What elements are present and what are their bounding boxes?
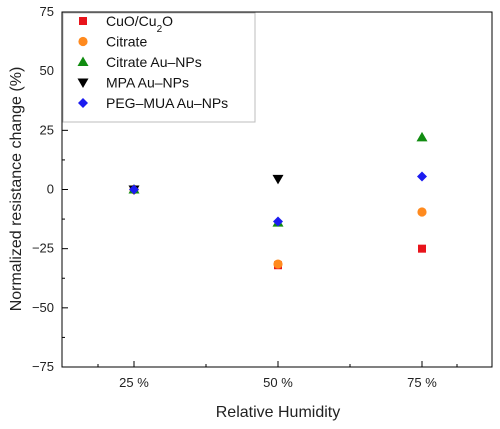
data-point [272, 174, 284, 185]
legend-label: Citrate [106, 34, 147, 50]
legend-marker [79, 17, 87, 25]
data-point [417, 207, 427, 217]
legend-label: MPA Au–NPs [106, 75, 189, 91]
y-tick-label: 25 [40, 122, 54, 137]
y-axis-title: Normalized resistance change (%) [8, 67, 25, 312]
legend-marker [78, 98, 88, 108]
y-tick-label: −50 [32, 300, 54, 315]
legend-box [62, 12, 256, 123]
data-point [418, 244, 426, 253]
x-axis: 25 % 50 % 75 % [97, 361, 458, 390]
x-tick-label: 50 % [263, 375, 293, 390]
data-markers [128, 131, 428, 270]
y-tick-label: 75 [40, 4, 54, 19]
legend-marker [77, 56, 89, 66]
data-point [129, 184, 139, 195]
y-tick-label: −25 [32, 241, 54, 256]
x-tick-label: 25 % [119, 375, 149, 390]
legend-label: Citrate Au–NPs [106, 54, 202, 70]
y-tick-label: 0 [47, 182, 54, 197]
data-point [416, 131, 428, 142]
legend-marker [77, 78, 89, 88]
data-point [273, 216, 283, 227]
data-point [273, 259, 283, 269]
x-axis-title: Relative Humidity [216, 404, 340, 421]
x-tick-label: 75 % [407, 375, 437, 390]
legend-marker [78, 36, 88, 47]
data-point [417, 171, 427, 182]
y-tick-label: 50 [40, 63, 54, 78]
y-tick-label: −75 [32, 359, 54, 374]
legend-label: PEG–MUA Au–NPs [106, 95, 228, 111]
